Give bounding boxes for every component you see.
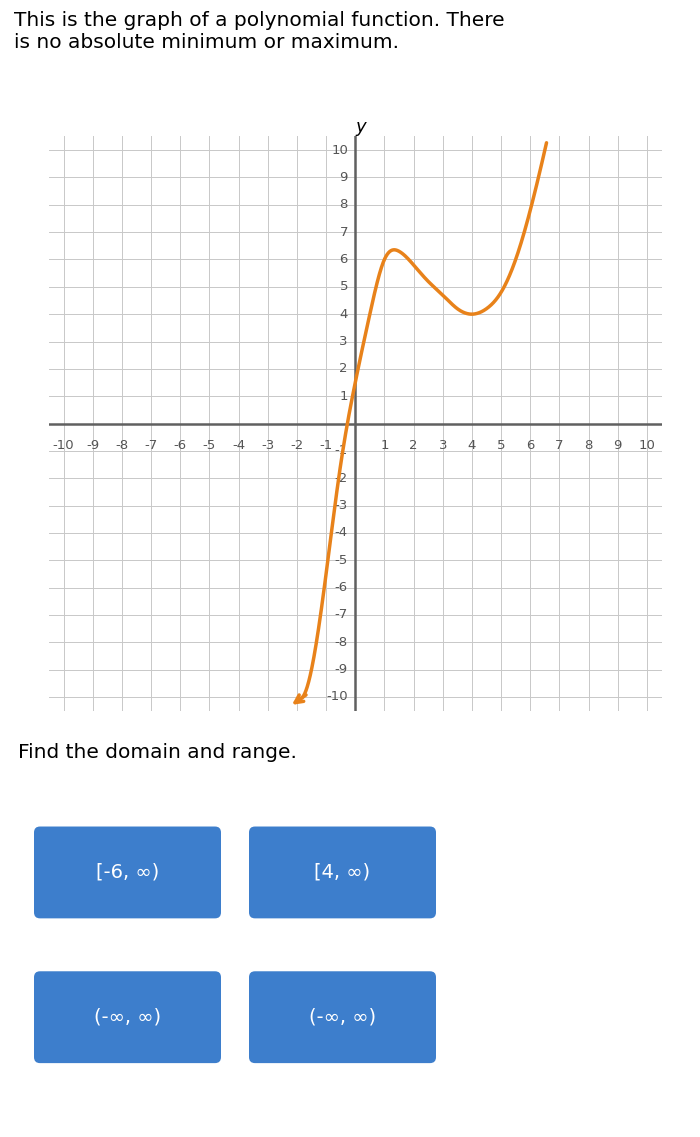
Text: -8: -8 xyxy=(116,439,129,451)
Text: 5: 5 xyxy=(340,281,348,293)
Text: -2: -2 xyxy=(290,439,304,451)
FancyBboxPatch shape xyxy=(249,827,436,919)
Text: (-∞, ∞): (-∞, ∞) xyxy=(94,1007,161,1027)
FancyBboxPatch shape xyxy=(249,971,436,1063)
Text: -5: -5 xyxy=(335,554,348,566)
Text: 6: 6 xyxy=(526,439,534,451)
Text: (-∞, ∞): (-∞, ∞) xyxy=(309,1007,376,1027)
Text: -1: -1 xyxy=(319,439,332,451)
Text: 1: 1 xyxy=(380,439,389,451)
Text: -3: -3 xyxy=(261,439,274,451)
Text: 9: 9 xyxy=(614,439,622,451)
Text: -8: -8 xyxy=(335,636,348,649)
Text: 10: 10 xyxy=(638,439,655,451)
Text: This is the graph of a polynomial function. There
is no absolute minimum or maxi: This is the graph of a polynomial functi… xyxy=(14,11,505,52)
Text: 4: 4 xyxy=(340,308,348,321)
Text: 3: 3 xyxy=(438,439,447,451)
Text: 4: 4 xyxy=(468,439,476,451)
Text: 2: 2 xyxy=(410,439,418,451)
Text: Find the domain and range.: Find the domain and range. xyxy=(18,742,297,762)
Text: -9: -9 xyxy=(335,663,348,677)
Text: -7: -7 xyxy=(144,439,158,451)
Text: [4, ∞): [4, ∞) xyxy=(314,863,370,882)
Text: -9: -9 xyxy=(86,439,99,451)
FancyBboxPatch shape xyxy=(34,971,221,1063)
Text: -6: -6 xyxy=(174,439,187,451)
FancyBboxPatch shape xyxy=(34,827,221,919)
Text: 2: 2 xyxy=(340,363,348,375)
Text: 8: 8 xyxy=(584,439,593,451)
Text: 10: 10 xyxy=(331,143,348,157)
Text: -1: -1 xyxy=(335,445,348,457)
Text: -10: -10 xyxy=(52,439,74,451)
Text: 1: 1 xyxy=(340,390,348,402)
Text: -5: -5 xyxy=(203,439,216,451)
Text: [-6, ∞): [-6, ∞) xyxy=(96,863,159,882)
Text: y: y xyxy=(355,118,366,135)
Text: 8: 8 xyxy=(340,198,348,211)
Text: -6: -6 xyxy=(335,581,348,595)
Text: -7: -7 xyxy=(335,608,348,622)
Text: -2: -2 xyxy=(335,472,348,484)
Text: -3: -3 xyxy=(335,499,348,512)
Text: -4: -4 xyxy=(335,526,348,539)
Text: 7: 7 xyxy=(555,439,564,451)
Text: 6: 6 xyxy=(340,252,348,266)
Text: 7: 7 xyxy=(340,225,348,239)
Text: 5: 5 xyxy=(497,439,505,451)
Text: 9: 9 xyxy=(340,171,348,184)
Text: 3: 3 xyxy=(340,335,348,348)
Text: -10: -10 xyxy=(326,690,348,704)
Text: -4: -4 xyxy=(232,439,245,451)
